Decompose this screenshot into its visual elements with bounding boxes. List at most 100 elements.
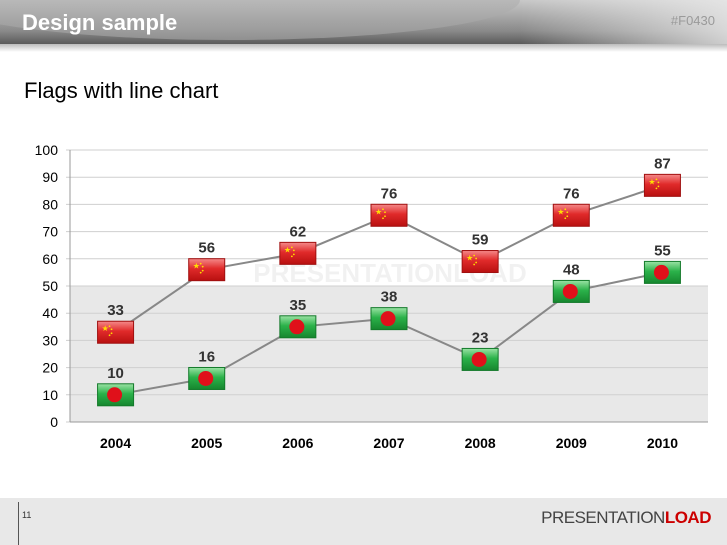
small-star-icon bbox=[657, 185, 660, 188]
small-star-icon bbox=[655, 178, 658, 181]
data-label: 33 bbox=[107, 302, 124, 319]
star-icon: ★ bbox=[193, 262, 200, 271]
flag-marker-bangladesh bbox=[643, 260, 681, 284]
flag-marker-bangladesh bbox=[461, 347, 499, 371]
flag-marker-bangladesh bbox=[552, 279, 590, 303]
small-star-icon bbox=[657, 181, 660, 184]
data-label: 56 bbox=[198, 240, 215, 257]
data-label: 87 bbox=[654, 155, 671, 172]
data-label: 38 bbox=[381, 289, 398, 306]
small-star-icon bbox=[475, 257, 478, 260]
small-star-icon bbox=[110, 328, 113, 331]
header-bar bbox=[0, 0, 727, 44]
flag-marker-china: ★ bbox=[643, 173, 681, 197]
y-tick-label: 0 bbox=[50, 414, 58, 430]
small-star-icon bbox=[384, 211, 386, 214]
small-star-icon bbox=[290, 246, 293, 249]
y-tick-label: 50 bbox=[42, 278, 58, 294]
red-disc-icon bbox=[471, 351, 487, 367]
shaded-band bbox=[70, 286, 708, 422]
data-label: 23 bbox=[472, 329, 489, 346]
slide-code: #F0430 bbox=[670, 13, 715, 28]
data-label: 76 bbox=[381, 185, 398, 202]
star-icon: ★ bbox=[284, 245, 291, 254]
small-star-icon bbox=[292, 249, 295, 252]
red-disc-icon bbox=[107, 387, 123, 403]
red-disc-icon bbox=[198, 370, 214, 386]
small-star-icon bbox=[382, 217, 384, 220]
y-tick-label: 60 bbox=[42, 251, 58, 267]
small-star-icon bbox=[655, 187, 658, 190]
small-star-icon bbox=[201, 265, 204, 268]
flag-marker-china: ★ bbox=[97, 320, 135, 344]
small-star-icon bbox=[564, 208, 567, 211]
line-chart: 0102030405060708090100PRESENTATIONLOAD20… bbox=[35, 142, 708, 451]
y-tick-label: 90 bbox=[42, 169, 58, 185]
flag-china bbox=[552, 203, 590, 227]
x-tick-label: 2008 bbox=[465, 435, 496, 451]
small-star-icon bbox=[382, 208, 384, 211]
small-star-icon bbox=[566, 211, 569, 214]
small-star-icon bbox=[475, 261, 478, 264]
x-tick-label: 2005 bbox=[191, 435, 222, 451]
y-tick-label: 30 bbox=[42, 332, 58, 348]
y-tick-label: 10 bbox=[42, 387, 58, 403]
flag-marker-bangladesh bbox=[370, 307, 408, 331]
x-tick-label: 2010 bbox=[647, 435, 678, 451]
flag-china bbox=[370, 203, 408, 227]
star-icon: ★ bbox=[375, 207, 382, 216]
small-star-icon bbox=[473, 254, 476, 257]
flag-marker-china: ★ bbox=[461, 250, 499, 274]
flag-china bbox=[97, 320, 135, 344]
slide-title: Design sample bbox=[22, 10, 178, 35]
small-star-icon bbox=[110, 332, 113, 335]
small-star-icon bbox=[564, 217, 567, 220]
small-star-icon bbox=[292, 253, 295, 256]
y-tick-label: 80 bbox=[42, 196, 58, 212]
y-tick-label: 40 bbox=[42, 305, 58, 321]
star-icon: ★ bbox=[648, 177, 655, 186]
flag-marker-bangladesh bbox=[279, 315, 317, 339]
data-label: 55 bbox=[654, 242, 671, 259]
footer bbox=[0, 498, 727, 545]
data-label: 35 bbox=[290, 297, 307, 314]
small-star-icon bbox=[290, 255, 293, 258]
red-disc-icon bbox=[289, 319, 305, 335]
x-tick-label: 2007 bbox=[373, 435, 404, 451]
red-disc-icon bbox=[380, 311, 396, 327]
flag-china bbox=[188, 258, 226, 282]
x-tick-label: 2009 bbox=[556, 435, 587, 451]
y-tick-label: 70 bbox=[42, 224, 58, 240]
data-label: 62 bbox=[290, 223, 307, 240]
data-label: 16 bbox=[198, 348, 215, 365]
page-number: 11 bbox=[22, 510, 32, 520]
small-star-icon bbox=[199, 271, 202, 274]
data-label: 76 bbox=[563, 185, 580, 202]
flag-marker-bangladesh bbox=[97, 383, 135, 407]
flag-china bbox=[643, 173, 681, 197]
small-star-icon bbox=[201, 269, 204, 272]
x-tick-label: 2006 bbox=[282, 435, 313, 451]
star-icon: ★ bbox=[557, 207, 564, 216]
small-star-icon bbox=[384, 215, 386, 218]
data-label: 10 bbox=[107, 365, 124, 382]
y-tick-label: 100 bbox=[35, 142, 59, 158]
small-star-icon bbox=[108, 334, 111, 337]
data-label: 48 bbox=[563, 261, 580, 278]
small-star-icon bbox=[108, 325, 111, 328]
flag-china bbox=[279, 241, 317, 265]
small-star-icon bbox=[566, 215, 569, 218]
flag-marker-bangladesh bbox=[188, 366, 226, 390]
small-star-icon bbox=[473, 263, 476, 266]
red-disc-icon bbox=[562, 283, 578, 299]
y-tick-label: 20 bbox=[42, 360, 58, 376]
presentationload-logo: PRESENTATIONLOAD bbox=[541, 508, 711, 527]
flag-marker-china: ★ bbox=[552, 203, 590, 227]
flag-marker-china: ★ bbox=[188, 258, 226, 282]
chart-subtitle: Flags with line chart bbox=[24, 78, 219, 103]
x-tick-label: 2004 bbox=[100, 435, 131, 451]
data-label: 59 bbox=[472, 232, 489, 249]
flag-marker-china: ★ bbox=[279, 241, 317, 265]
star-icon: ★ bbox=[102, 324, 109, 333]
star-icon: ★ bbox=[466, 254, 473, 263]
